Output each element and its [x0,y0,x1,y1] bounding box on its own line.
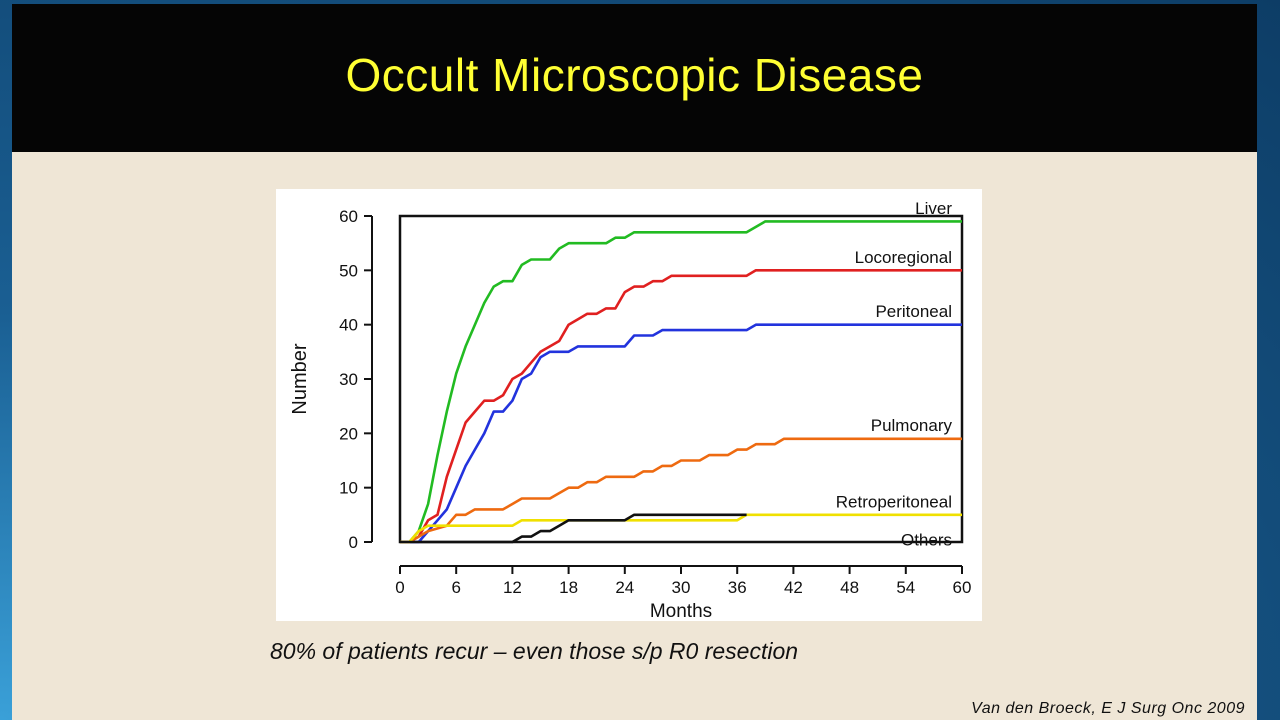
y-tick-label: 40 [339,316,358,335]
series-label-retroperitoneal: Retroperitoneal [836,492,952,511]
title-bar: Occult Microscopic Disease [12,4,1257,152]
plot-frame [398,214,964,544]
y-axis-label: Number [289,343,311,414]
y-tick-label: 60 [339,207,358,226]
y-tick-label: 30 [339,370,358,389]
x-tick-label: 18 [559,578,578,597]
series-line-locoregional [400,269,962,544]
y-tick-label: 50 [339,261,358,280]
caption: 80% of patients recur – even those s/p R… [270,638,799,664]
x-tick-label: 6 [451,578,460,597]
series-label-liver: Liver [915,199,952,218]
citation: Van den Broeck, E J Surg Onc 2009 [971,700,1245,717]
x-tick-label: 0 [395,578,404,597]
line-chart: Number Months 0 10 20 30 40 50 60 0 6 12 18 24 30 36 4… [289,199,972,622]
x-tick-label: 24 [615,578,634,597]
x-tick-label: 48 [840,578,859,597]
y-tick-label: 20 [339,424,358,443]
series-label-peritoneal: Peritoneal [875,302,952,321]
series-line-peritoneal [400,323,962,544]
x-tick-label: 42 [784,578,803,597]
chart-card: Number Months 0 10 20 30 40 50 60 0 6 12 18 24 30 36 4… [276,189,982,622]
series-label-others: Others [901,530,952,549]
slide-title: Occult Microscopic Disease [345,49,924,101]
x-tick-label: 12 [503,578,522,597]
series-label-pulmonary: Pulmonary [871,416,953,435]
y-tick-label: 0 [349,533,358,552]
y-tick-label: 10 [339,479,358,498]
x-axis-label: Months [650,601,712,621]
series-label-locoregional: Locoregional [855,248,952,267]
x-tick-label: 36 [728,578,747,597]
x-tick-label: 54 [896,578,915,597]
x-tick-label: 30 [672,578,691,597]
x-tick-label: 60 [953,578,972,597]
series-line-pulmonary [400,437,962,544]
series-line-others [400,513,747,544]
slide: Occult Microscopic Disease Number Months… [12,4,1257,720]
series-line-retroperitoneal [400,513,962,544]
series-line-liver [400,220,962,544]
